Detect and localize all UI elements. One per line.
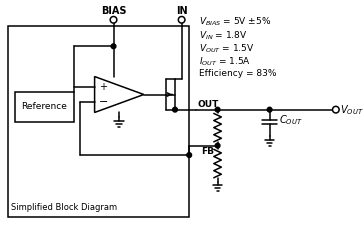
Circle shape <box>215 143 220 148</box>
Text: OUT: OUT <box>198 100 219 109</box>
Text: $V_{OUT}$ = 1.5V: $V_{OUT}$ = 1.5V <box>199 42 254 55</box>
Bar <box>8 27 189 217</box>
Circle shape <box>267 107 272 112</box>
Circle shape <box>173 107 178 112</box>
Text: Reference: Reference <box>21 102 68 111</box>
Text: $I_{OUT}$ = 1.5A: $I_{OUT}$ = 1.5A <box>199 56 250 68</box>
Bar <box>15 92 74 122</box>
Text: +: + <box>99 82 107 92</box>
Text: FB: FB <box>201 147 214 156</box>
Circle shape <box>333 106 339 113</box>
Circle shape <box>187 153 192 157</box>
Text: Simplified Block Diagram: Simplified Block Diagram <box>11 203 118 212</box>
Circle shape <box>111 44 116 49</box>
Circle shape <box>110 16 117 23</box>
Text: IN: IN <box>176 6 187 16</box>
Text: $C_{OUT}$: $C_{OUT}$ <box>279 113 303 127</box>
Circle shape <box>178 16 185 23</box>
Circle shape <box>215 107 220 112</box>
Text: $V_{IN}$ = 1.8V: $V_{IN}$ = 1.8V <box>199 29 247 42</box>
Text: $V_{BIAS}$ = 5V ±5%: $V_{BIAS}$ = 5V ±5% <box>199 16 271 28</box>
Text: $V_{OUT}$: $V_{OUT}$ <box>340 103 363 117</box>
Text: BIAS: BIAS <box>101 6 126 16</box>
Text: Efficiency = 83%: Efficiency = 83% <box>199 69 276 78</box>
Text: −: − <box>98 97 108 107</box>
